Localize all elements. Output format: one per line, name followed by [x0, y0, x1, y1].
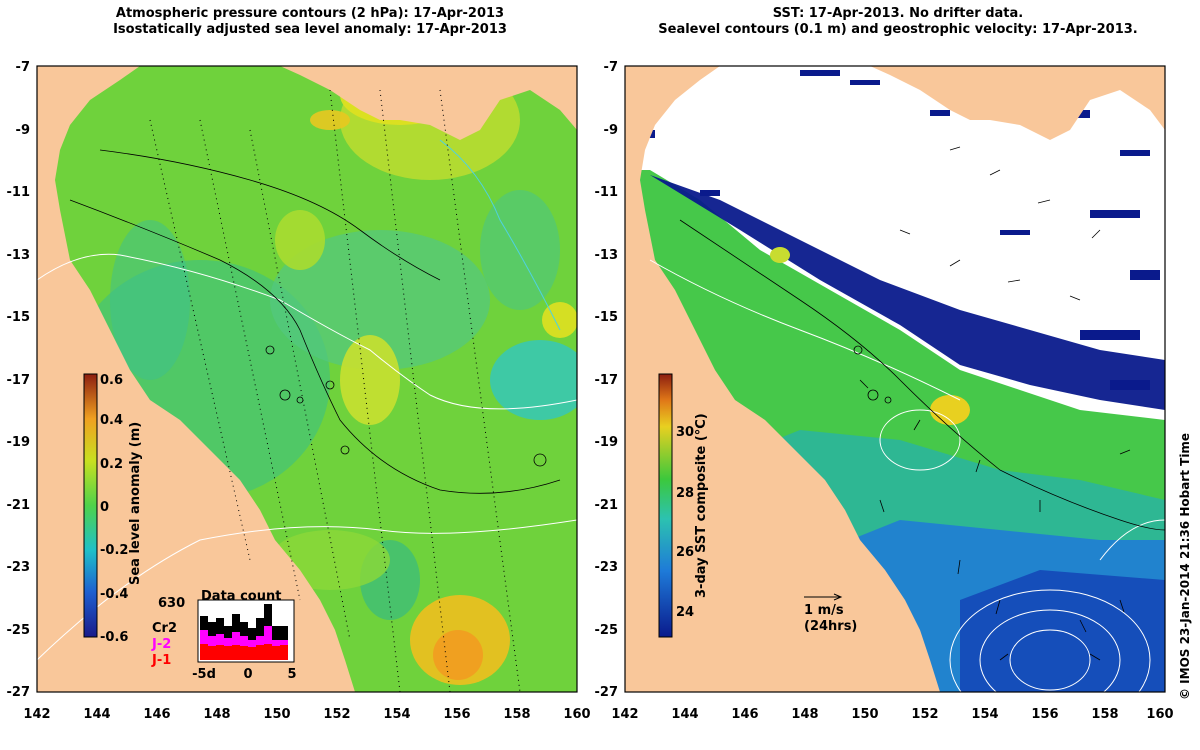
right-y-tick: -19: [595, 435, 619, 450]
legend-cr2: Cr2: [152, 621, 177, 636]
sla-tick: -0.6: [100, 630, 128, 645]
right-x-tick: 152: [911, 707, 938, 722]
left-y-tick: -11: [7, 185, 31, 200]
right-y-tick: -25: [595, 623, 619, 638]
left-y-tick: -27: [7, 685, 31, 700]
right-plot-frame: [624, 65, 1166, 693]
left-x-tick: 160: [563, 707, 590, 722]
sla-tick: 0.2: [100, 457, 123, 472]
sla-colorbar-label: Sea level anomaly (m): [128, 421, 143, 585]
left-x-axis: 142 144 146 148 150 152 154 156 158 160: [23, 707, 590, 722]
legend-j1: J-1: [151, 653, 171, 668]
left-y-tick: -23: [7, 560, 31, 575]
left-title-line2: Isostatically adjusted sea level anomaly…: [113, 22, 507, 37]
data-count-max: 630: [158, 596, 185, 611]
credit-text: © IMOS 23-Jan-2014 21:36 Hobart Time: [1178, 432, 1192, 700]
data-count-xtick: -5d: [192, 667, 216, 682]
sst-colorbar-ticks: 30 28 26 24: [676, 425, 694, 620]
left-x-tick: 146: [143, 707, 170, 722]
left-x-tick: 150: [263, 707, 290, 722]
left-title-line1: Atmospheric pressure contours (2 hPa): 1…: [115, 6, 505, 21]
velocity-scale-speed: 1 m/s: [804, 603, 844, 618]
sea-level-anomaly-map: [37, 66, 577, 692]
sla-tick: 0.4: [100, 413, 123, 428]
velocity-scale: 1 m/s (24hrs): [804, 593, 857, 634]
left-x-tick: 144: [83, 707, 110, 722]
left-x-tick: 156: [443, 707, 470, 722]
left-y-tick: -7: [16, 60, 30, 75]
sst-tick: 24: [676, 605, 694, 620]
right-x-tick: 144: [671, 707, 698, 722]
right-x-tick: 146: [731, 707, 758, 722]
velocity-scale-period: (24hrs): [804, 619, 857, 634]
right-x-axis: 142 144 146 148 150 152 154 156 158 160: [611, 707, 1173, 722]
left-y-tick: -21: [7, 498, 31, 513]
right-y-tick: -13: [595, 248, 619, 263]
sla-colorbar-ticks: 0.6 0.4 0.2 0 -0.2 -0.4 -0.6: [100, 373, 128, 645]
right-y-tick: -21: [595, 498, 619, 513]
left-y-tick: -13: [7, 248, 31, 263]
right-y-axis: -7 -9 -11 -13 -15 -17 -19 -21 -23 -25 -2…: [595, 60, 619, 700]
right-y-tick: -9: [604, 123, 618, 138]
right-y-tick: -17: [595, 373, 619, 388]
sst-colorbar: [658, 373, 673, 638]
sst-tick: 26: [676, 545, 694, 560]
left-y-axis: -7 -9 -11 -13 -15 -17 -19 -21 -23 -25 -2…: [7, 60, 31, 700]
left-y-tick: -9: [16, 123, 30, 138]
left-y-tick: -19: [7, 435, 31, 450]
left-y-tick: -17: [7, 373, 31, 388]
right-title-line1: SST: 17-Apr-2013. No drifter data.: [772, 6, 1024, 21]
left-x-tick: 154: [383, 707, 410, 722]
right-x-tick: 150: [851, 707, 878, 722]
data-count-xtick: 5: [287, 667, 296, 682]
right-y-tick: -15: [595, 310, 619, 325]
right-x-tick: 156: [1031, 707, 1058, 722]
right-panel-title: SST: 17-Apr-2013. No drifter data. Seale…: [628, 6, 1168, 38]
right-title-line2: Sealevel contours (0.1 m) and geostrophi…: [658, 22, 1138, 37]
legend-j2: J-2: [151, 637, 171, 652]
left-y-tick: -15: [7, 310, 31, 325]
right-y-tick: -27: [595, 685, 619, 700]
left-panel-title: Atmospheric pressure contours (2 hPa): 1…: [40, 6, 580, 38]
left-x-tick: 148: [203, 707, 230, 722]
sla-colorbar: [83, 373, 98, 638]
right-x-tick: 154: [971, 707, 998, 722]
sla-tick: 0.6: [100, 373, 123, 388]
sst-tick: 28: [676, 486, 694, 501]
right-y-tick: -23: [595, 560, 619, 575]
right-x-tick: 142: [611, 707, 638, 722]
sst-colorbar-label: 3-day SST composite (°C): [694, 413, 709, 598]
right-x-tick: 160: [1146, 707, 1173, 722]
right-x-tick: 148: [791, 707, 818, 722]
data-count-bars: [200, 604, 288, 660]
sst-map: [625, 66, 1165, 692]
data-count-title: Data count: [201, 589, 281, 604]
left-x-tick: 152: [323, 707, 350, 722]
sla-tick: -0.2: [100, 543, 128, 558]
left-y-tick: -25: [7, 623, 31, 638]
left-plot-frame: [36, 65, 578, 693]
sst-tick: 30: [676, 425, 694, 440]
right-y-tick: -7: [604, 60, 618, 75]
sla-tick: 0: [100, 500, 109, 515]
data-count-inset: Data count 630 Cr2 J-2 J-1 -5d 0 5: [151, 589, 297, 682]
left-x-tick: 158: [503, 707, 530, 722]
right-x-tick: 158: [1091, 707, 1118, 722]
data-count-xtick: 0: [243, 667, 252, 682]
left-x-tick: 142: [23, 707, 50, 722]
right-y-tick: -11: [595, 185, 619, 200]
sla-tick: -0.4: [100, 587, 128, 602]
